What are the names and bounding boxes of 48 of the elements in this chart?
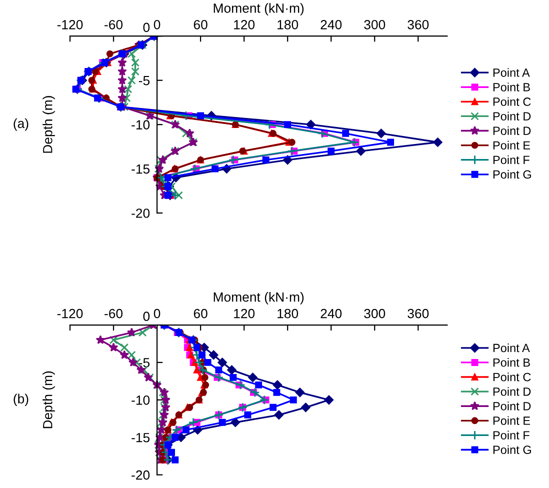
legend-label: Point D — [493, 112, 531, 120]
text: (b) — [14, 394, 28, 406]
y-tick-label: -20 — [132, 208, 150, 218]
x-tick-label: 360 — [408, 20, 429, 30]
x-tick-label: 60 — [194, 308, 208, 318]
x-tick-label: 60 — [194, 20, 208, 30]
x-axis-title: Moment (kN·m) — [214, 3, 304, 16]
x-tick-label: -120 — [57, 308, 83, 318]
y-axis-title: Depth (m) — [42, 371, 55, 428]
legend-label: Point A — [493, 68, 530, 77]
x-tick-label: -120 — [57, 20, 83, 30]
text: (a) — [14, 118, 28, 131]
y-tick-label: -10 — [132, 120, 150, 130]
legend-label: Point D — [493, 387, 531, 396]
x-tick-label: 240 — [320, 20, 342, 30]
y-tick-label: -5 — [138, 358, 150, 368]
legend-label: Point C — [493, 372, 531, 382]
x-tick-label: -60 — [104, 308, 123, 318]
x-tick-label: 360 — [408, 308, 429, 318]
x-tick-label: 180 — [278, 20, 298, 30]
legend-label: Point G — [493, 170, 531, 179]
legend-label: Point A — [493, 344, 530, 352]
legend-label: Point F — [493, 430, 530, 440]
legend-label: Point E — [493, 140, 530, 150]
x-tick-label: 300 — [364, 20, 386, 30]
x-tick-label: 180 — [278, 308, 298, 318]
x-axis-title: Moment (kN·m) — [214, 292, 304, 304]
y-tick-label: -10 — [132, 395, 150, 405]
legend-label: Point C — [493, 97, 531, 106]
legend-label: Point D — [493, 126, 531, 136]
x-tick-label: 0 — [154, 20, 160, 30]
x-tick-label: 300 — [364, 308, 386, 318]
y-tick-label: -15 — [132, 164, 150, 174]
x-tick-label: 120 — [234, 308, 255, 318]
legend-label: Point G — [493, 445, 531, 454]
x-tick-label: 0 — [154, 308, 160, 318]
legend-label: Point B — [493, 82, 530, 92]
legend-label: Point E — [493, 416, 530, 425]
legend-label: Point D — [493, 402, 531, 410]
legend-label: Point F — [493, 155, 530, 164]
x-tick-label: 240 — [320, 308, 342, 318]
x-tick-label: -60 — [104, 20, 123, 30]
y-tick-label: -15 — [132, 433, 150, 442]
x-tick-label: 120 — [234, 20, 255, 30]
y-axis-title: Depth (m) — [42, 96, 55, 153]
legend-label: Point B — [493, 358, 530, 367]
y-tick-label: -20 — [132, 470, 150, 480]
y-tick-label: -5 — [138, 76, 150, 86]
